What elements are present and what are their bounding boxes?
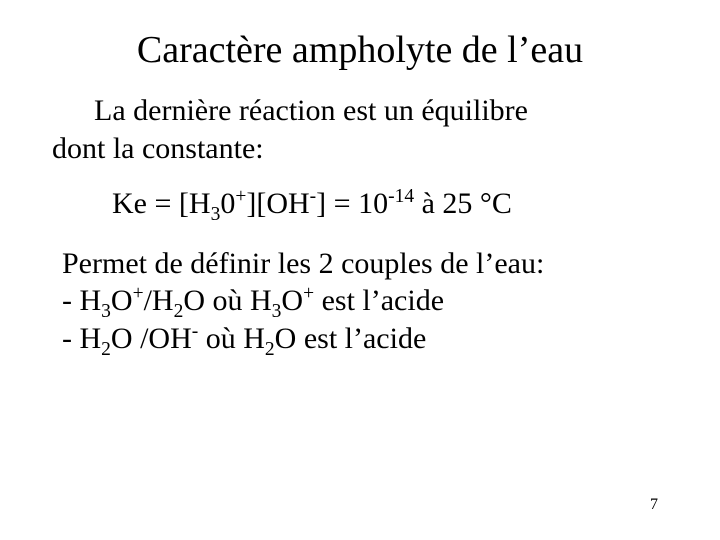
ten: 10 [358,187,388,220]
lbracket-1: [ [179,187,189,220]
eq-tail: à 25 °C [414,187,512,220]
h-1: H [189,187,211,220]
couple-line-1: - H3O+/H2O où H3O+ est l’acide [62,282,668,320]
c1-e: O [281,284,303,317]
c2-d: O est l’acide [275,322,427,355]
c1-a: - H [62,284,101,317]
c1-sub3-1: 3 [101,301,111,322]
couples-lead: Permet de définir les 2 couples de l’eau… [62,245,668,283]
zero: 0 [220,187,235,220]
intro-line-1: La dernière réaction est un équilibre [52,92,668,130]
page-number: 7 [650,496,658,514]
eq-sign-1: = [147,187,179,220]
c2-a: - H [62,322,101,355]
c1-plus-2: + [303,283,314,304]
o-1: O [266,187,288,220]
rbracket-2: ] [316,187,326,220]
c2-c: où H [198,322,265,355]
c1-b: O [111,284,133,317]
c1-d: O où H [183,284,271,317]
c1-sub3-2: 3 [272,301,282,322]
c2-b: O /OH [111,322,192,355]
h-2: H [288,187,310,220]
intro-line-2: dont la constante: [52,132,264,165]
eq-sign-2: = [326,187,358,220]
ke-label: Ke [112,187,147,220]
rbracket-1: ] [246,187,256,220]
c2-sub2-1: 2 [101,339,111,360]
couples-block: Permet de définir les 2 couples de l’eau… [52,245,668,358]
c1-sub2-1: 2 [174,301,184,322]
equation-ke: Ke = [H30+][OH-] = 10-14 à 25 °C [52,185,668,223]
lbracket-2: [ [256,187,266,220]
slide-title: Caractère ampholyte de l’eau [52,28,668,72]
c1-c: /H [144,284,174,317]
intro-paragraph: La dernière réaction est un équilibre do… [52,92,668,167]
sub-3: 3 [211,204,221,225]
c1-f: est l’acide [314,284,444,317]
c1-plus-1: + [133,283,144,304]
sup-plus-1: + [235,186,246,207]
couple-line-2: - H2O /OH- où H2O est l’acide [62,320,668,358]
exp-14: -14 [388,186,414,207]
c2-sub2-2: 2 [265,339,275,360]
slide: Caractère ampholyte de l’eau La dernière… [0,0,720,540]
